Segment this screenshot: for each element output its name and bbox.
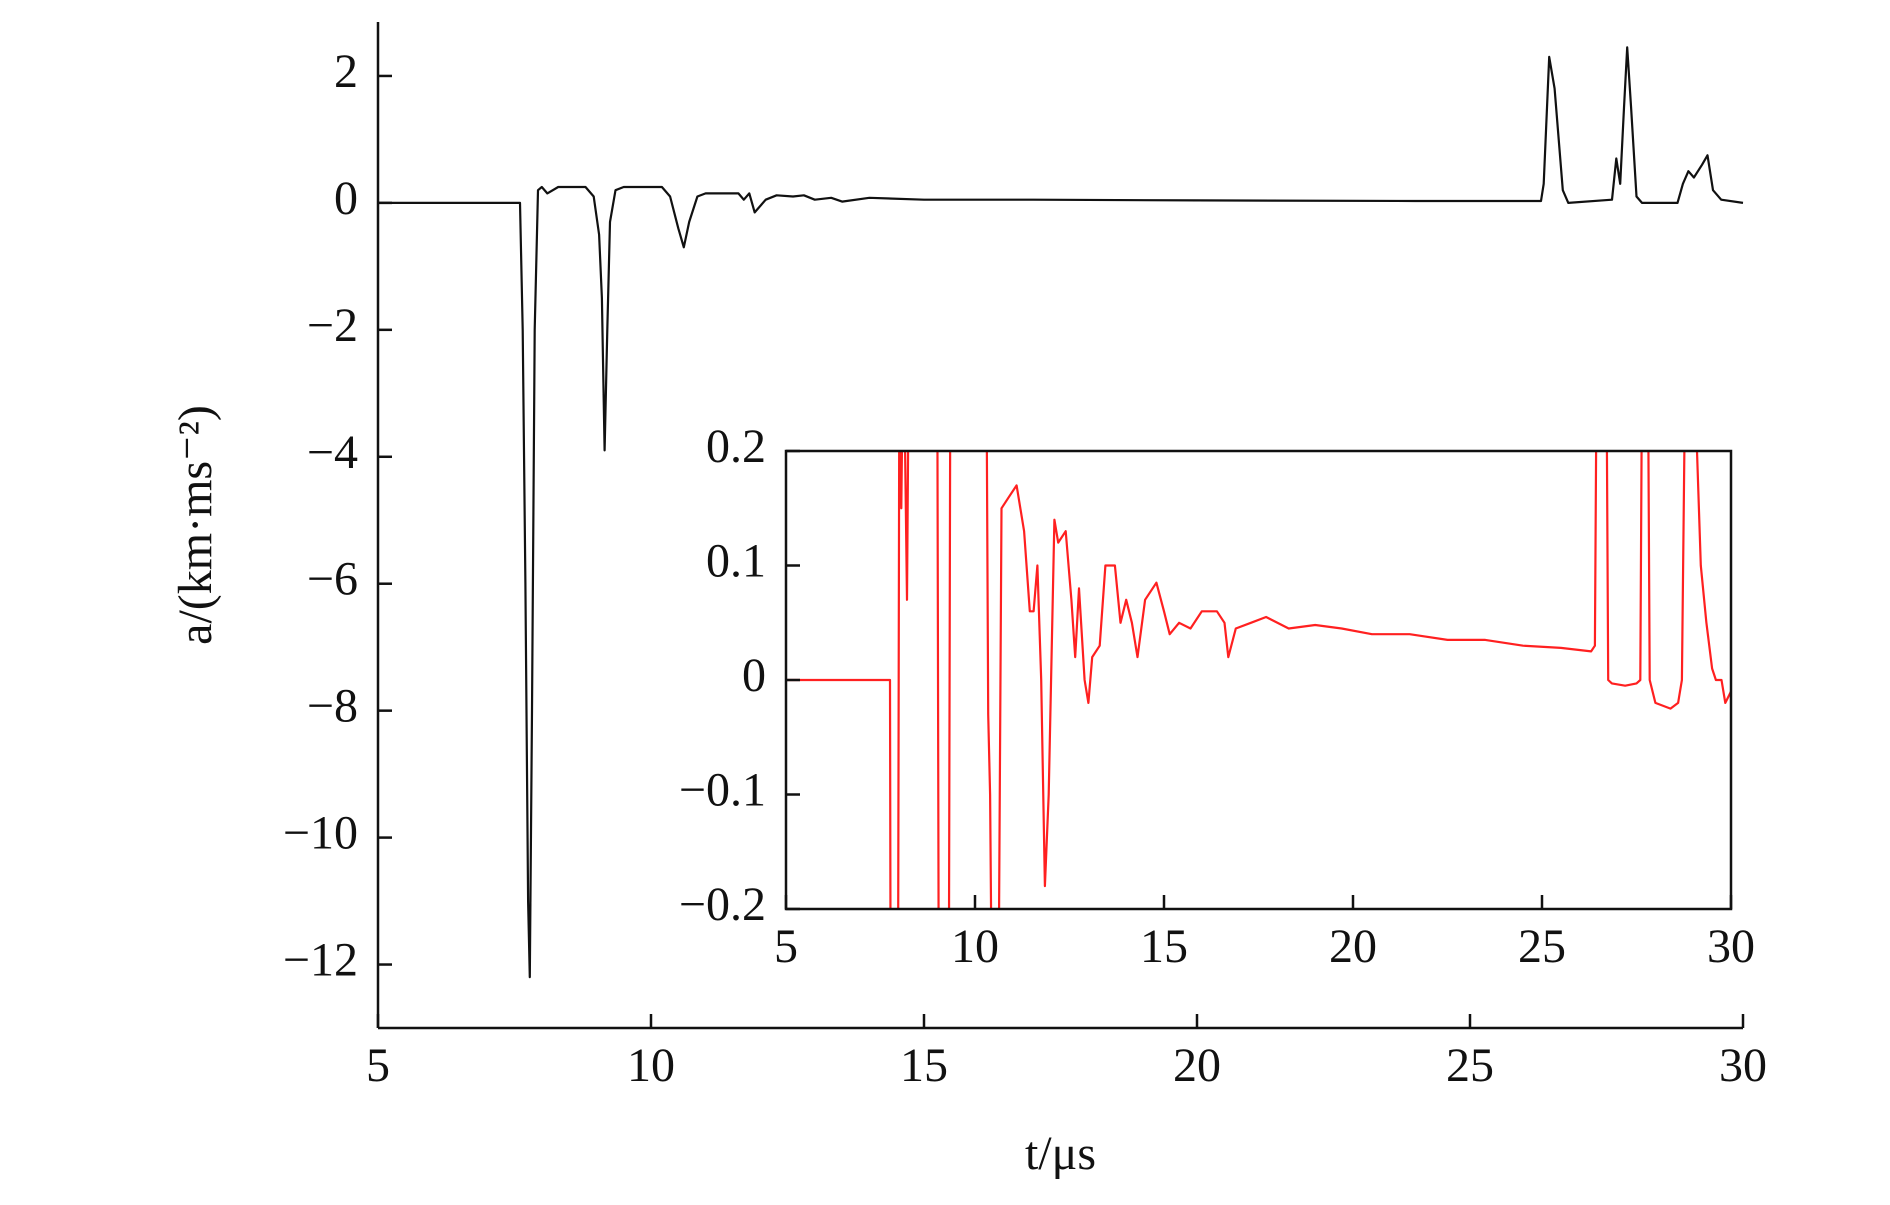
y-tick-label: 0 bbox=[742, 649, 766, 702]
x-tick-label: 30 bbox=[1719, 1039, 1767, 1092]
y-tick-label: −10 bbox=[283, 807, 358, 860]
x-tick-label: 25 bbox=[1446, 1039, 1494, 1092]
data-line bbox=[786, 451, 1731, 909]
x-tick-label: 15 bbox=[900, 1039, 948, 1092]
x-tick-label: 20 bbox=[1329, 920, 1377, 973]
x-tick-label: 10 bbox=[951, 920, 999, 973]
y-tick-label: 0.1 bbox=[706, 535, 766, 588]
y-axis-label: a/(km·ms⁻²) bbox=[169, 405, 222, 645]
y-tick-label: −4 bbox=[307, 426, 358, 479]
x-tick-label: 10 bbox=[627, 1039, 675, 1092]
x-axis-label: t/μs bbox=[1025, 1127, 1096, 1180]
data-line bbox=[378, 46, 1744, 979]
y-tick-label: −12 bbox=[283, 934, 358, 987]
x-tick-label: 15 bbox=[1140, 920, 1188, 973]
x-tick-label: 5 bbox=[774, 920, 798, 973]
x-tick-label: 30 bbox=[1707, 920, 1755, 973]
x-tick-label: 25 bbox=[1518, 920, 1566, 973]
x-tick-label: 20 bbox=[1173, 1039, 1221, 1092]
y-tick-label: −2 bbox=[307, 299, 358, 352]
y-tick-label: 2 bbox=[334, 45, 358, 98]
y-tick-label: −6 bbox=[307, 553, 358, 606]
y-tick-label: 0.2 bbox=[706, 420, 766, 473]
plot-frame bbox=[784, 449, 1733, 911]
y-tick-label: 0 bbox=[334, 172, 358, 225]
y-tick-label: −8 bbox=[307, 680, 358, 733]
y-tick-label: −0.1 bbox=[679, 764, 766, 817]
x-tick-label: 5 bbox=[366, 1039, 390, 1092]
y-tick-label: −0.2 bbox=[679, 878, 766, 931]
